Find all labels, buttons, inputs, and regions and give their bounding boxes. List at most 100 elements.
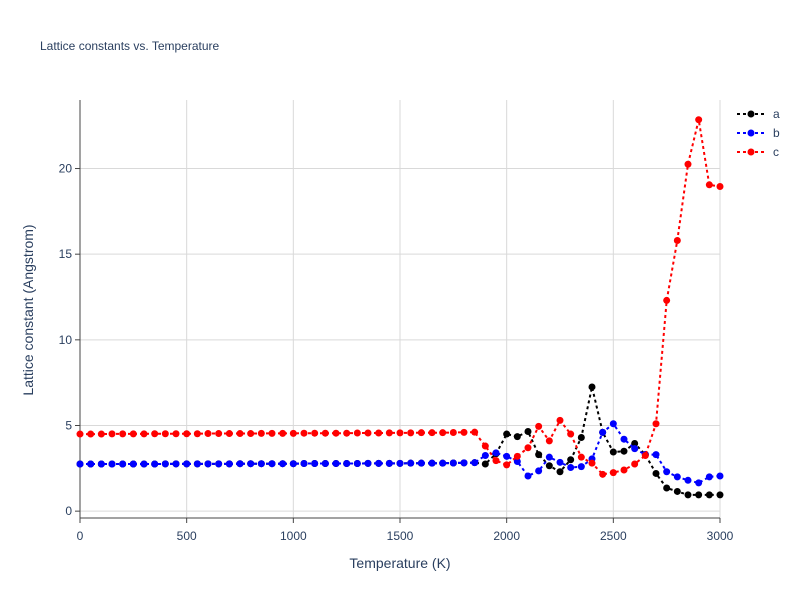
data-point-b (631, 445, 639, 453)
data-point-b (524, 472, 532, 480)
data-point-c (268, 429, 276, 437)
x-axis-label: Temperature (K) (349, 555, 450, 571)
data-point-c (567, 430, 575, 438)
data-point-b (364, 459, 372, 467)
data-point-b (577, 463, 585, 471)
data-point-b (225, 460, 233, 468)
data-point-b (503, 452, 511, 460)
data-point-c (119, 430, 127, 438)
data-point-c (684, 160, 692, 168)
chart-title: Lattice constants vs. Temperature (40, 39, 220, 53)
data-point-c (577, 453, 585, 461)
data-point-c (97, 430, 105, 438)
data-point-b (332, 460, 340, 468)
data-point-c (407, 429, 415, 437)
data-point-c (705, 181, 713, 189)
data-point-b (428, 459, 436, 467)
data-point-b (545, 453, 553, 461)
data-point-b (396, 459, 404, 467)
data-point-c (364, 429, 372, 437)
data-point-b (236, 460, 244, 468)
data-point-c (300, 429, 308, 437)
data-point-a (503, 430, 511, 438)
data-point-c (663, 296, 671, 304)
data-point-a (567, 456, 575, 464)
legend-label: a (773, 107, 780, 121)
data-point-b (311, 460, 319, 468)
data-point-a (481, 460, 489, 468)
x-tick-label: 1500 (387, 529, 414, 543)
data-point-c (599, 470, 607, 478)
data-point-a (609, 448, 617, 456)
data-point-b (129, 460, 137, 468)
y-axis-ticks: 0 5 10 15 20 (59, 162, 80, 518)
data-point-c (172, 430, 180, 438)
data-point-a (588, 383, 596, 391)
legend-label: c (773, 145, 779, 159)
y-tick-label: 20 (59, 162, 73, 176)
legend-swatch-marker (747, 110, 755, 118)
data-point-a (716, 491, 724, 499)
data-point-b (439, 459, 447, 467)
data-point-a (620, 447, 628, 455)
data-point-a (631, 439, 639, 447)
data-point-a (556, 468, 564, 476)
data-point-c (183, 430, 191, 438)
y-tick-label: 5 (65, 418, 72, 432)
legend-swatch-marker (747, 129, 755, 137)
data-point-c (279, 429, 287, 437)
data-point-c (673, 236, 681, 244)
data-point-b (343, 460, 351, 468)
data-point-b (353, 460, 361, 468)
series-layer (76, 116, 724, 499)
data-point-c (161, 430, 169, 438)
data-point-b (247, 460, 255, 468)
data-point-c (513, 452, 521, 460)
series-c (76, 116, 724, 478)
data-point-b (567, 463, 575, 471)
data-point-c (129, 430, 137, 438)
data-point-a (673, 487, 681, 495)
data-point-c (332, 429, 340, 437)
data-point-b (279, 460, 287, 468)
data-point-c (620, 466, 628, 474)
data-point-a (684, 491, 692, 499)
data-point-b (108, 460, 116, 468)
data-point-c (353, 429, 361, 437)
data-point-c (375, 429, 383, 437)
y-axis-label: Lattice constant (Angstrom) (20, 224, 36, 395)
data-point-b (492, 449, 500, 457)
y-tick-label: 15 (59, 247, 73, 261)
legend-item-c: c (737, 145, 779, 159)
data-point-b (140, 460, 148, 468)
data-point-c (76, 430, 84, 438)
data-point-b (620, 435, 628, 443)
data-point-c (151, 430, 159, 438)
data-point-c (524, 444, 532, 452)
data-point-a (705, 491, 713, 499)
x-tick-label: 0 (77, 529, 84, 543)
data-point-a (663, 484, 671, 492)
data-point-a (513, 433, 521, 441)
legend-item-a: a (737, 107, 780, 121)
data-point-b (183, 460, 191, 468)
y-tick-label: 10 (59, 333, 73, 347)
data-point-b (215, 460, 223, 468)
x-tick-label: 3000 (707, 529, 734, 543)
data-point-b (673, 473, 681, 481)
data-point-c (481, 442, 489, 450)
data-point-b (407, 459, 415, 467)
data-point-c (609, 469, 617, 477)
data-point-a (535, 451, 543, 459)
data-point-c (631, 460, 639, 468)
grid-lines (80, 100, 721, 518)
data-point-c (215, 430, 223, 438)
data-point-c (588, 459, 596, 467)
data-point-c (439, 429, 447, 437)
data-point-b (695, 479, 703, 487)
data-point-b (556, 458, 564, 466)
data-point-b (119, 460, 127, 468)
data-point-c (193, 430, 201, 438)
data-point-b (193, 460, 201, 468)
data-point-b (257, 460, 265, 468)
